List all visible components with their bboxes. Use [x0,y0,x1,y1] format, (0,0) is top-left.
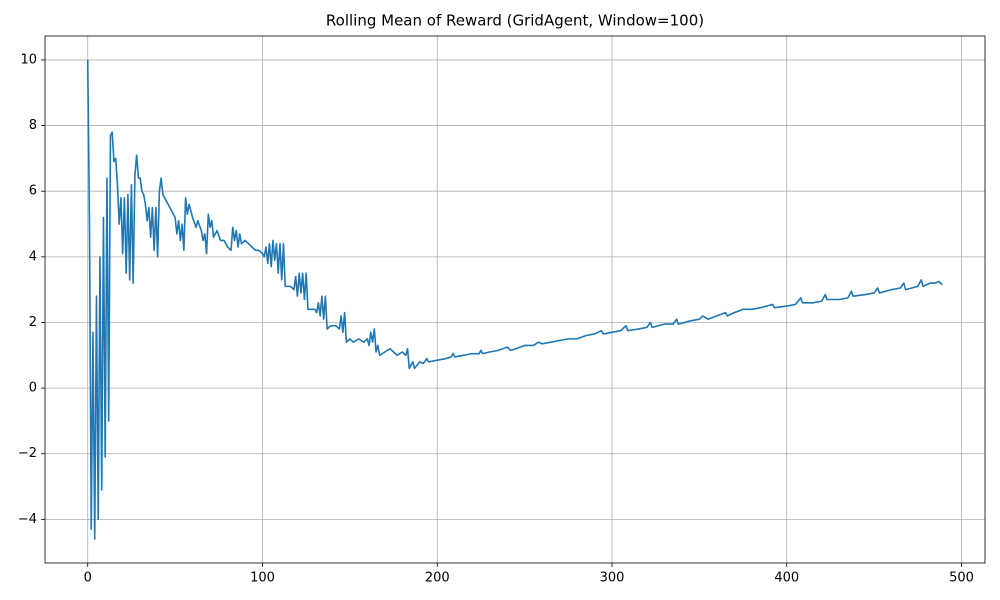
data-line [86,59,943,540]
chart-title: Rolling Mean of Reward (GridAgent, Windo… [326,12,704,30]
y-tick-label: 0 [29,381,37,396]
x-tick-label: 200 [425,571,450,586]
y-tick-label: 2 [29,315,37,330]
x-tick-label: 500 [949,571,974,586]
y-tick-label: 8 [29,118,37,133]
x-tick-label: 300 [600,571,625,586]
y-tick-label: 4 [29,249,37,264]
x-tick-label: 0 [84,571,92,586]
y-tick-label: 6 [29,184,37,199]
plot-frame [44,35,986,564]
x-tick-label: 400 [774,571,799,586]
y-tick-label: −2 [18,446,37,461]
y-tick-label: −4 [18,512,37,527]
y-tick-label: 10 [20,52,37,67]
x-tick-label: 100 [250,571,275,586]
